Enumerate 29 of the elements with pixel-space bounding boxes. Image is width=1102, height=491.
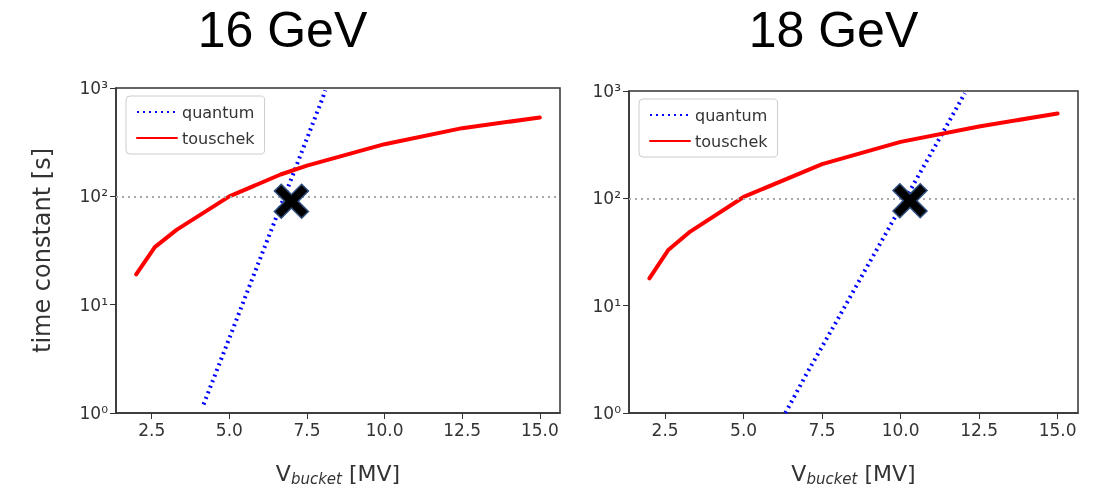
- x-tick-label: 10.0: [881, 419, 920, 440]
- x-tick-label: 10.0: [365, 419, 404, 440]
- x-tick-label: 7.5: [808, 419, 836, 440]
- y-tick-label: 10⁰: [592, 403, 622, 423]
- x-tick-label: 15.0: [520, 419, 559, 440]
- x-tick-label: 2.5: [651, 419, 679, 440]
- y-tick-label: 10³: [79, 78, 108, 98]
- chart-title: 16 GeV: [197, 2, 368, 58]
- x-tick-label: 5.0: [730, 419, 758, 440]
- y-tick-label: 10¹: [592, 295, 621, 316]
- y-tick-label: 10³: [592, 81, 621, 101]
- y-tick-label: 10¹: [79, 294, 108, 315]
- legend-label: touschek: [182, 128, 256, 148]
- legend-label: quantum: [182, 102, 255, 122]
- y-tick-label: 10²: [592, 188, 621, 209]
- x-tick-label: 12.5: [960, 419, 999, 440]
- legend-label: touschek: [695, 131, 769, 151]
- x-tick-label: 7.5: [293, 419, 321, 440]
- y-tick-label: 10⁰: [79, 403, 109, 423]
- x-tick-label: 5.0: [215, 419, 243, 440]
- x-tick-label: 15.0: [1038, 419, 1077, 440]
- line-series: [783, 91, 967, 415]
- line-series: [647, 111, 1060, 281]
- chart-title: 18 GeV: [748, 2, 919, 58]
- x-tick-label: 12.5: [443, 419, 482, 440]
- x-tick-label: 2.5: [138, 419, 166, 440]
- legend-label: quantum: [695, 105, 768, 125]
- y-axis-title: time constant [s]: [28, 147, 56, 354]
- y-tick-label: 10²: [79, 186, 108, 207]
